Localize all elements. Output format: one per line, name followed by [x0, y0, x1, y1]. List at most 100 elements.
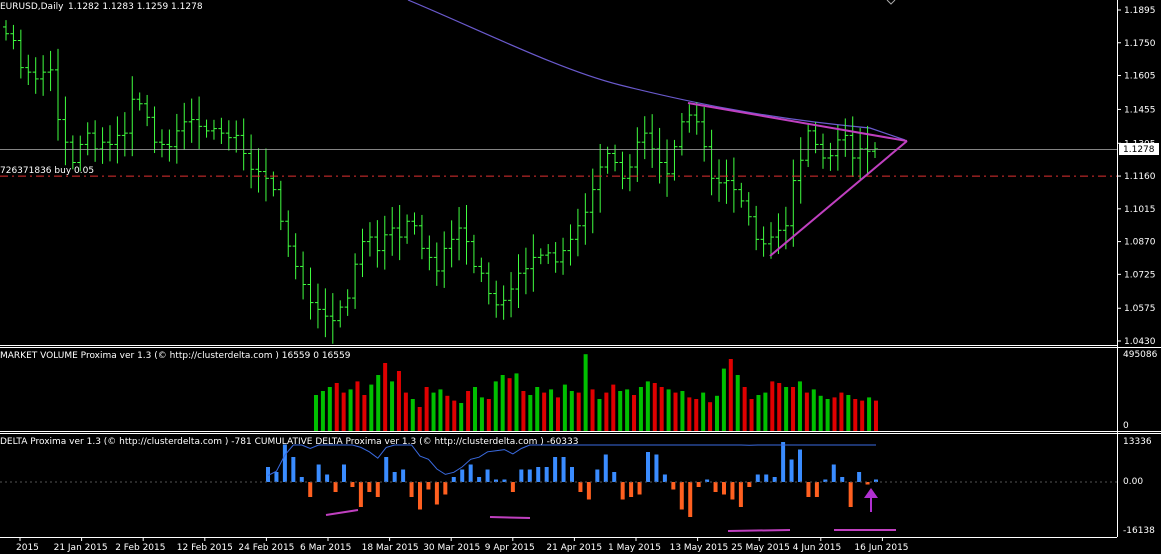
time-tick-label: 18 Mar 2015: [362, 543, 419, 553]
order-label[interactable]: 726371836 buy 0.05: [0, 166, 94, 176]
chart-cursor-marker: [886, 0, 896, 5]
delta-bar: [831, 464, 836, 482]
volume-bar: [355, 381, 360, 431]
price-tick-label: 1.0725: [1124, 270, 1156, 280]
time-axis: 2015 21 Jan 2015 2 Feb 2015 12 Feb 2015 24 F…: [16, 537, 909, 553]
volume-bar: [362, 395, 367, 431]
volume-bar: [735, 375, 740, 431]
delta-bar: [485, 469, 490, 482]
time-tick-label: 21 Jan 2015: [54, 543, 108, 553]
delta-bar: [308, 482, 313, 497]
delta-bar: [823, 479, 828, 482]
volume-bar: [867, 397, 872, 431]
volume-bar: [742, 387, 747, 431]
delta-bar: [612, 472, 617, 482]
delta-bar: [570, 467, 574, 482]
delta-bar: [536, 467, 541, 482]
delta-bar: [375, 482, 380, 497]
price-bars: [3, 20, 878, 344]
time-tick-label: 25 May 2015: [731, 543, 790, 553]
volume-bar: [673, 392, 678, 431]
volume-bar: [452, 400, 457, 431]
volume-bar: [562, 384, 567, 431]
price-tick-label: 1.0870: [1124, 238, 1156, 248]
delta-bar: [401, 469, 406, 482]
delta-bar: [874, 479, 878, 482]
delta-bar: [266, 467, 270, 482]
delta-trend-mark: [325, 509, 359, 516]
volume-bar: [811, 389, 816, 431]
volume-bar: [438, 389, 443, 431]
price-tick-label: 1.0575: [1124, 304, 1156, 314]
ma-line: [407, 0, 906, 141]
delta-bar: [789, 459, 794, 482]
delta-bar: [434, 482, 439, 505]
volume-bar: [770, 381, 775, 431]
delta-bar: [274, 472, 279, 482]
volume-bar: [535, 387, 540, 431]
volume-bar: [604, 392, 609, 431]
volume-bar: [473, 387, 478, 431]
volume-bar: [466, 391, 471, 431]
delta-bar: [392, 472, 397, 482]
delta-bar: [865, 482, 870, 485]
delta-bar: [713, 482, 718, 492]
time-tick-label: 24 Feb 2015: [238, 543, 294, 553]
upper-trendline: [687, 102, 908, 142]
delta-bar: [477, 477, 482, 482]
delta-bar: [291, 457, 296, 482]
volume-indicator-title: MARKET VOLUME Proxima ver 1.3 (© http://…: [0, 351, 351, 361]
delta-bar: [358, 482, 363, 507]
volume-bar: [625, 389, 630, 431]
volume-bar: [445, 395, 450, 431]
volume-bar: [555, 397, 560, 431]
volume-bar: [632, 395, 637, 431]
volume-histogram: [314, 354, 878, 431]
delta-bar: [299, 477, 304, 482]
volume-bar: [341, 392, 346, 431]
time-tick-label: 4 Jun 2015: [793, 543, 841, 553]
volume-bar: [576, 392, 581, 431]
delta-bar: [443, 482, 448, 495]
volume-bar: [390, 381, 395, 431]
volume-bar: [417, 407, 422, 431]
volume-bar: [721, 368, 726, 431]
delta-indicator-title: DELTA Proxima ver 1.3 (© http://clusterd…: [0, 437, 578, 447]
price-tick-label: 1.1750: [1124, 39, 1156, 49]
delta-bar: [747, 482, 752, 487]
time-tick-label: 2015: [16, 543, 39, 553]
volume-bar: [763, 392, 768, 431]
volume-bar: [791, 387, 796, 431]
delta-bar: [409, 482, 414, 497]
delta-bar: [502, 479, 507, 482]
current-price-tag: [1119, 143, 1159, 155]
volume-bar: [611, 384, 616, 431]
volume-bar: [348, 389, 353, 431]
volume-bar: [486, 399, 491, 431]
delta-bar: [755, 474, 760, 482]
delta-bar: [595, 469, 600, 482]
delta-bar: [738, 482, 743, 507]
delta-bar: [840, 477, 845, 482]
delta-bar: [688, 482, 693, 517]
volume-bar: [396, 371, 401, 431]
delta-bar: [772, 477, 777, 482]
volume-bar: [659, 387, 664, 431]
delta-bar: [527, 469, 532, 482]
volume-bar: [569, 391, 574, 431]
volume-bar: [846, 395, 851, 431]
volume-bar: [638, 387, 643, 431]
time-tick-label: 16 Jun 2015: [854, 543, 908, 553]
volume-bar: [403, 392, 408, 431]
volume-bar: [784, 387, 789, 431]
volume-bar: [680, 391, 685, 431]
chart-overlays: [0, 102, 1117, 257]
delta-bar: [679, 482, 684, 510]
delta-bar: [561, 457, 566, 482]
moving-average: [407, 0, 906, 141]
volume-bar: [500, 375, 505, 431]
volume-bar: [521, 391, 526, 431]
delta-bar: [333, 482, 338, 492]
